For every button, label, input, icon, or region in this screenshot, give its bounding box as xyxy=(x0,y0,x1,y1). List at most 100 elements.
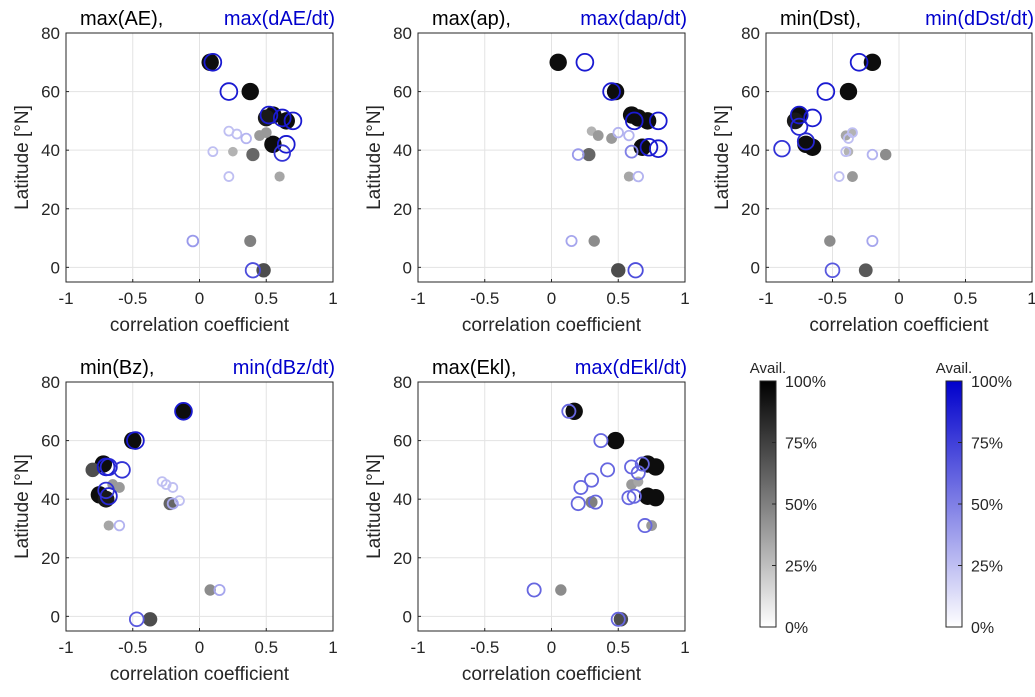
series-title: min(dDst/dt) xyxy=(925,8,1034,30)
marker xyxy=(858,263,873,278)
x-tick-label: 1 xyxy=(328,638,337,657)
y-axis-label: Latitude [°N] xyxy=(364,454,385,559)
marker xyxy=(223,171,235,182)
series-title: min(Bz), xyxy=(80,357,154,379)
marker xyxy=(128,611,145,628)
marker xyxy=(843,146,854,157)
marker xyxy=(880,148,892,161)
marker xyxy=(264,135,282,154)
colorbar-tick-label: 75% xyxy=(785,436,817,453)
marker xyxy=(843,133,854,144)
colorbar-tick-label: 0% xyxy=(785,620,808,637)
colorbar-tick-label: 50% xyxy=(785,497,817,514)
marker xyxy=(582,147,596,162)
marker xyxy=(204,584,216,596)
x-axis-label: correlation coefficient xyxy=(462,315,642,336)
marker xyxy=(555,584,567,596)
marker xyxy=(565,402,583,420)
y-tick-label: 60 xyxy=(41,432,60,451)
axes-box xyxy=(417,381,686,632)
marker xyxy=(824,262,841,279)
y-tick-label: 40 xyxy=(393,141,412,160)
axes-box xyxy=(65,32,334,283)
marker xyxy=(621,490,637,506)
series-title: min(dBz/dt) xyxy=(233,357,335,379)
x-axis-label: correlation coefficient xyxy=(809,315,989,336)
marker xyxy=(174,401,193,421)
marker xyxy=(833,171,845,182)
y-tick-label: 80 xyxy=(41,373,60,392)
marker xyxy=(593,433,609,449)
marker xyxy=(627,262,644,279)
y-tick-label: 80 xyxy=(393,24,412,43)
colorbar-title: Avail. xyxy=(750,360,786,377)
y-tick-label: 0 xyxy=(51,258,60,277)
marker xyxy=(142,612,158,627)
marker xyxy=(99,457,118,476)
marker xyxy=(526,582,542,598)
marker xyxy=(588,235,600,247)
marker xyxy=(244,234,257,247)
marker xyxy=(570,496,586,512)
x-axis-label: correlation coefficient xyxy=(110,315,290,336)
y-tick-label: 20 xyxy=(393,200,412,219)
marker xyxy=(174,495,185,507)
marker xyxy=(634,456,650,472)
marker xyxy=(259,105,279,125)
y-axis-label: Latitude [°N] xyxy=(712,105,733,210)
marker xyxy=(283,111,303,131)
y-tick-label: 80 xyxy=(41,24,60,43)
marker xyxy=(624,144,639,159)
series-title: max(AE), xyxy=(80,8,163,30)
y-tick-label: 40 xyxy=(41,490,60,509)
marker xyxy=(623,129,635,142)
marker xyxy=(113,519,126,532)
x-tick-label: -0.5 xyxy=(818,289,847,308)
marker xyxy=(849,52,869,72)
marker xyxy=(789,105,809,125)
x-tick-label: 0 xyxy=(894,289,903,308)
marker xyxy=(847,171,858,182)
marker xyxy=(240,132,252,145)
y-tick-label: 60 xyxy=(393,432,412,451)
x-tick-label: -0.5 xyxy=(470,638,499,657)
series-markers xyxy=(186,52,303,279)
marker xyxy=(632,170,644,183)
y-tick-label: 20 xyxy=(393,549,412,568)
marker xyxy=(276,135,296,154)
marker xyxy=(623,171,635,182)
colorbar-tick-label: 100% xyxy=(971,374,1012,391)
marker xyxy=(637,518,653,534)
x-tick-label: 1 xyxy=(680,289,689,308)
y-tick-label: 0 xyxy=(751,258,760,277)
marker xyxy=(648,139,668,159)
x-tick-label: -1 xyxy=(410,638,425,657)
colorbar-tick-label: 25% xyxy=(971,559,1003,576)
colorbar-tick-label: 25% xyxy=(785,559,817,576)
x-tick-label: -1 xyxy=(758,289,773,308)
x-tick-label: 0.5 xyxy=(254,638,278,657)
marker xyxy=(126,431,145,450)
y-tick-label: 80 xyxy=(393,373,412,392)
marker xyxy=(611,263,626,278)
y-axis-label: Latitude [°N] xyxy=(12,454,33,559)
marker xyxy=(790,117,809,136)
marker xyxy=(606,133,617,144)
x-tick-label: -0.5 xyxy=(470,289,499,308)
x-tick-label: 0 xyxy=(195,638,204,657)
y-tick-label: 80 xyxy=(741,24,760,43)
y-tick-label: 60 xyxy=(393,83,412,102)
y-tick-label: 20 xyxy=(741,200,760,219)
marker xyxy=(839,82,858,101)
y-tick-label: 60 xyxy=(41,83,60,102)
marker xyxy=(174,402,193,420)
marker xyxy=(244,262,261,279)
colorbar-tick-label: 100% xyxy=(785,374,826,391)
y-tick-label: 20 xyxy=(41,549,60,568)
y-tick-label: 0 xyxy=(403,258,412,277)
axes-box xyxy=(765,32,1033,283)
marker xyxy=(646,489,665,507)
x-tick-label: -0.5 xyxy=(118,638,147,657)
marker xyxy=(588,494,604,510)
